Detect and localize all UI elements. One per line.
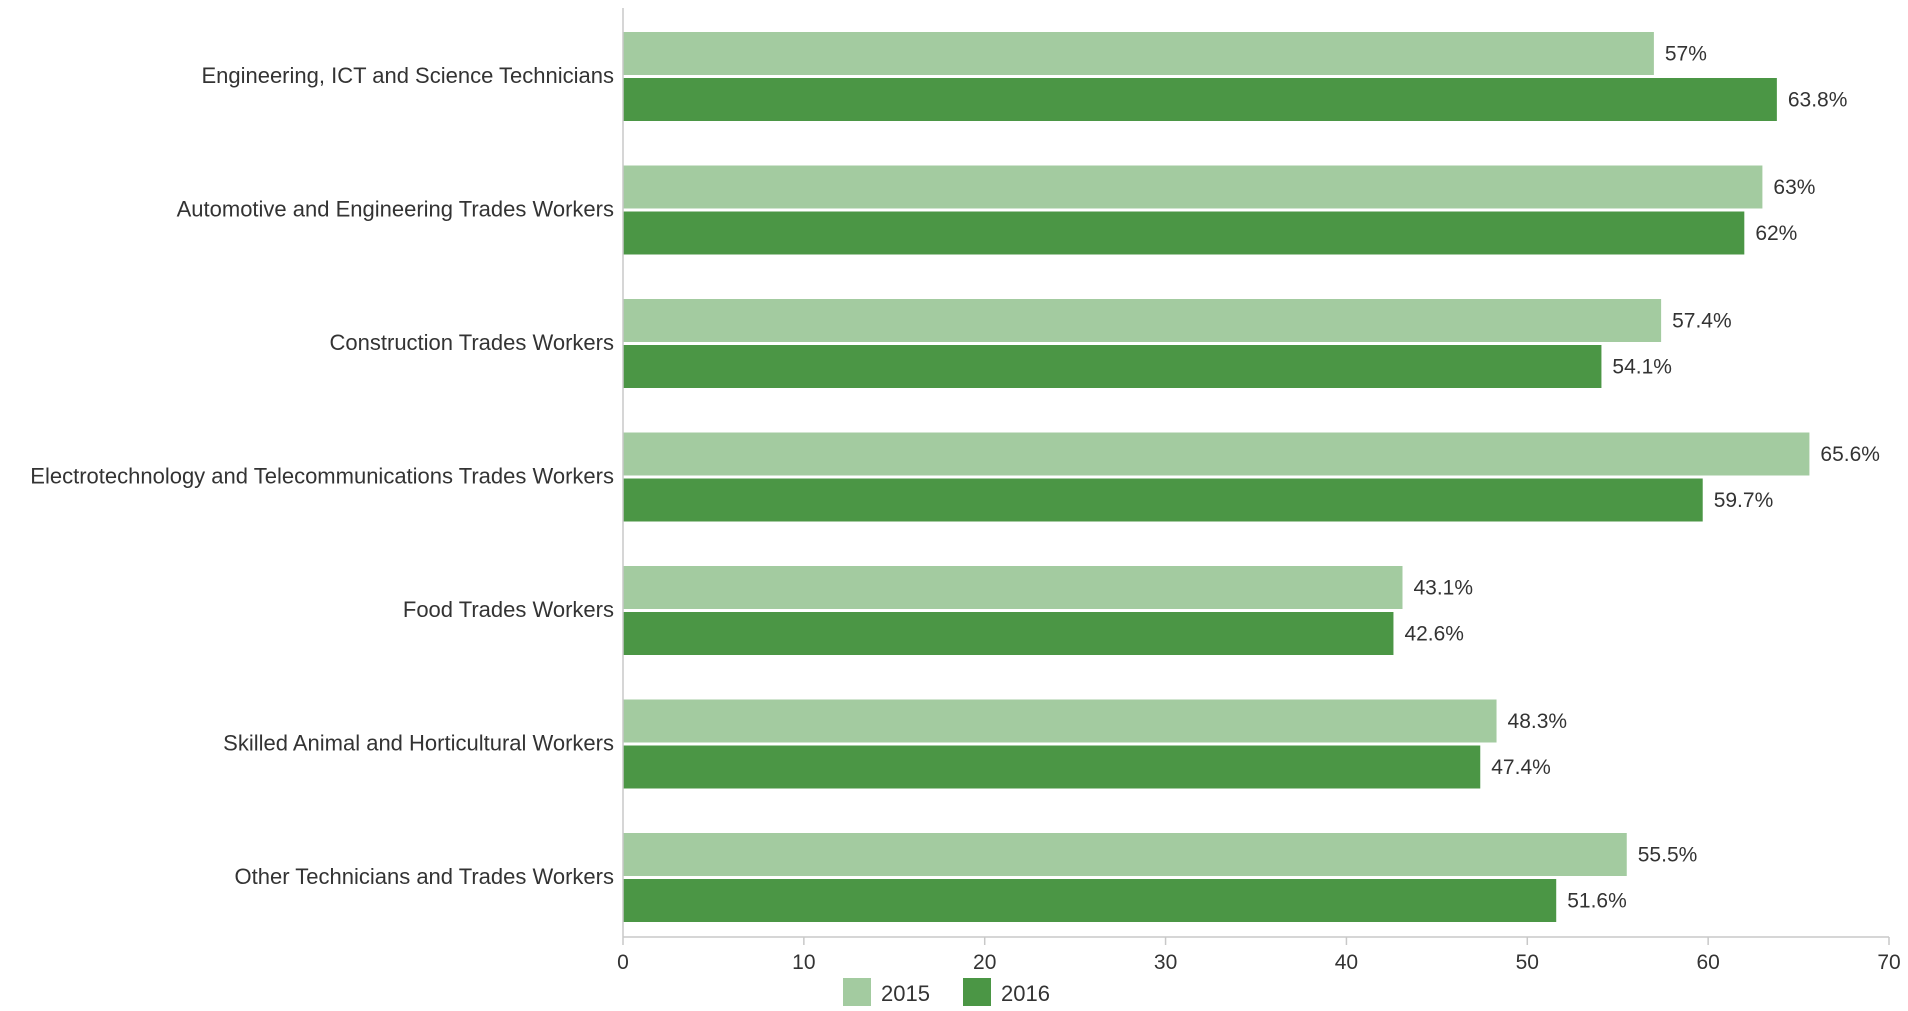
x-axis: 0 10 20 30 40 50 60 70 bbox=[617, 8, 1901, 974]
bar-skilled-animal-and-horticultural-workers-2016[interactable] bbox=[623, 745, 1481, 789]
data-label-skilled-animal-and-horticultural-workers-2015: 48.3% bbox=[1508, 710, 1568, 733]
category-label-automotive-and-engineering-trades-workers: Automotive and Engineering Trades Worker… bbox=[177, 197, 614, 222]
x-tick-label-40: 40 bbox=[1335, 951, 1358, 974]
bar-construction-trades-workers-2015[interactable] bbox=[623, 299, 1662, 342]
category-label-food-trades-workers: Food Trades Workers bbox=[403, 597, 614, 622]
data-label-electrotechnology-and-telecommunications-trades-workers-2016: 59.7% bbox=[1714, 489, 1774, 512]
legend-label-2016: 2016 bbox=[1001, 981, 1050, 1006]
legend[interactable]: 2015 2016 bbox=[843, 978, 1050, 1006]
x-tick-label-20: 20 bbox=[973, 951, 996, 974]
bars-layer: 57% 63.8% 63% 62% 57.4%54.1% 65.6% 59.7% 43.1% 4… bbox=[623, 32, 1880, 922]
legend-label-2015: 2015 bbox=[881, 981, 930, 1006]
data-label-construction-trades-workers-2015: 57.4% bbox=[1672, 310, 1732, 333]
category-label-construction-trades-workers: Construction Trades Workers bbox=[330, 330, 614, 355]
category-label-engineering-ict-and-science-technicians: Engineering, ICT and Science Technicians bbox=[201, 63, 614, 88]
data-label-automotive-and-engineering-trades-workers-2016: 62% bbox=[1755, 222, 1797, 245]
bar-engineering-ict-and-science-technicians-2015[interactable] bbox=[623, 32, 1654, 75]
x-tick-label-70: 70 bbox=[1877, 951, 1900, 974]
bar-automotive-and-engineering-trades-workers-2016[interactable] bbox=[623, 211, 1745, 255]
bar-other-technicians-and-trades-workers-2015[interactable] bbox=[623, 833, 1627, 876]
data-label-other-technicians-and-trades-workers-2015: 55.5% bbox=[1638, 844, 1698, 867]
x-tick-label-0: 0 bbox=[617, 951, 629, 974]
x-tick-label-60: 60 bbox=[1696, 951, 1719, 974]
bar-construction-trades-workers-2016[interactable] bbox=[623, 345, 1602, 388]
legend-swatch-2015 bbox=[843, 978, 871, 1006]
bar-automotive-and-engineering-trades-workers-2015[interactable] bbox=[623, 165, 1763, 209]
data-label-skilled-animal-and-horticultural-workers-2016: 47.4% bbox=[1491, 756, 1551, 779]
bar-electrotechnology-and-telecommunications-trades-workers-2016[interactable] bbox=[623, 478, 1703, 522]
category-label-other-technicians-and-trades-workers: Other Technicians and Trades Workers bbox=[235, 864, 614, 889]
x-tick-label-30: 30 bbox=[1154, 951, 1177, 974]
data-label-food-trades-workers-2016: 42.6% bbox=[1404, 623, 1464, 646]
data-label-electrotechnology-and-telecommunications-trades-workers-2015: 65.6% bbox=[1820, 443, 1880, 466]
x-tick-label-10: 10 bbox=[792, 951, 815, 974]
bar-skilled-animal-and-horticultural-workers-2015[interactable] bbox=[623, 699, 1497, 743]
legend-item-2015[interactable]: 2015 bbox=[843, 978, 930, 1006]
bar-food-trades-workers-2016[interactable] bbox=[623, 612, 1394, 655]
data-label-engineering-ict-and-science-technicians-2016: 63.8% bbox=[1788, 89, 1848, 112]
legend-item-2016[interactable]: 2016 bbox=[963, 978, 1050, 1006]
x-tick-label-50: 50 bbox=[1516, 951, 1539, 974]
bar-food-trades-workers-2015[interactable] bbox=[623, 566, 1403, 609]
bar-other-technicians-and-trades-workers-2016[interactable] bbox=[623, 879, 1557, 922]
data-label-construction-trades-workers-2016: 54.1% bbox=[1612, 356, 1672, 379]
bar-electrotechnology-and-telecommunications-trades-workers-2015[interactable] bbox=[623, 432, 1810, 476]
bar-engineering-ict-and-science-technicians-2016[interactable] bbox=[623, 78, 1777, 121]
data-label-engineering-ict-and-science-technicians-2015: 57% bbox=[1665, 43, 1707, 66]
legend-swatch-2016 bbox=[963, 978, 991, 1006]
category-label-electrotechnology-and-telecommunications-trades-workers: Electrotechnology and Telecommunications… bbox=[30, 464, 614, 489]
category-labels: Engineering, ICT and Science Technicians… bbox=[30, 63, 614, 889]
category-label-skilled-animal-and-horticultural-workers: Skilled Animal and Horticultural Workers bbox=[223, 731, 614, 756]
data-label-food-trades-workers-2015: 43.1% bbox=[1413, 577, 1473, 600]
data-label-automotive-and-engineering-trades-workers-2015: 63% bbox=[1773, 176, 1815, 199]
data-label-other-technicians-and-trades-workers-2016: 51.6% bbox=[1567, 890, 1627, 913]
